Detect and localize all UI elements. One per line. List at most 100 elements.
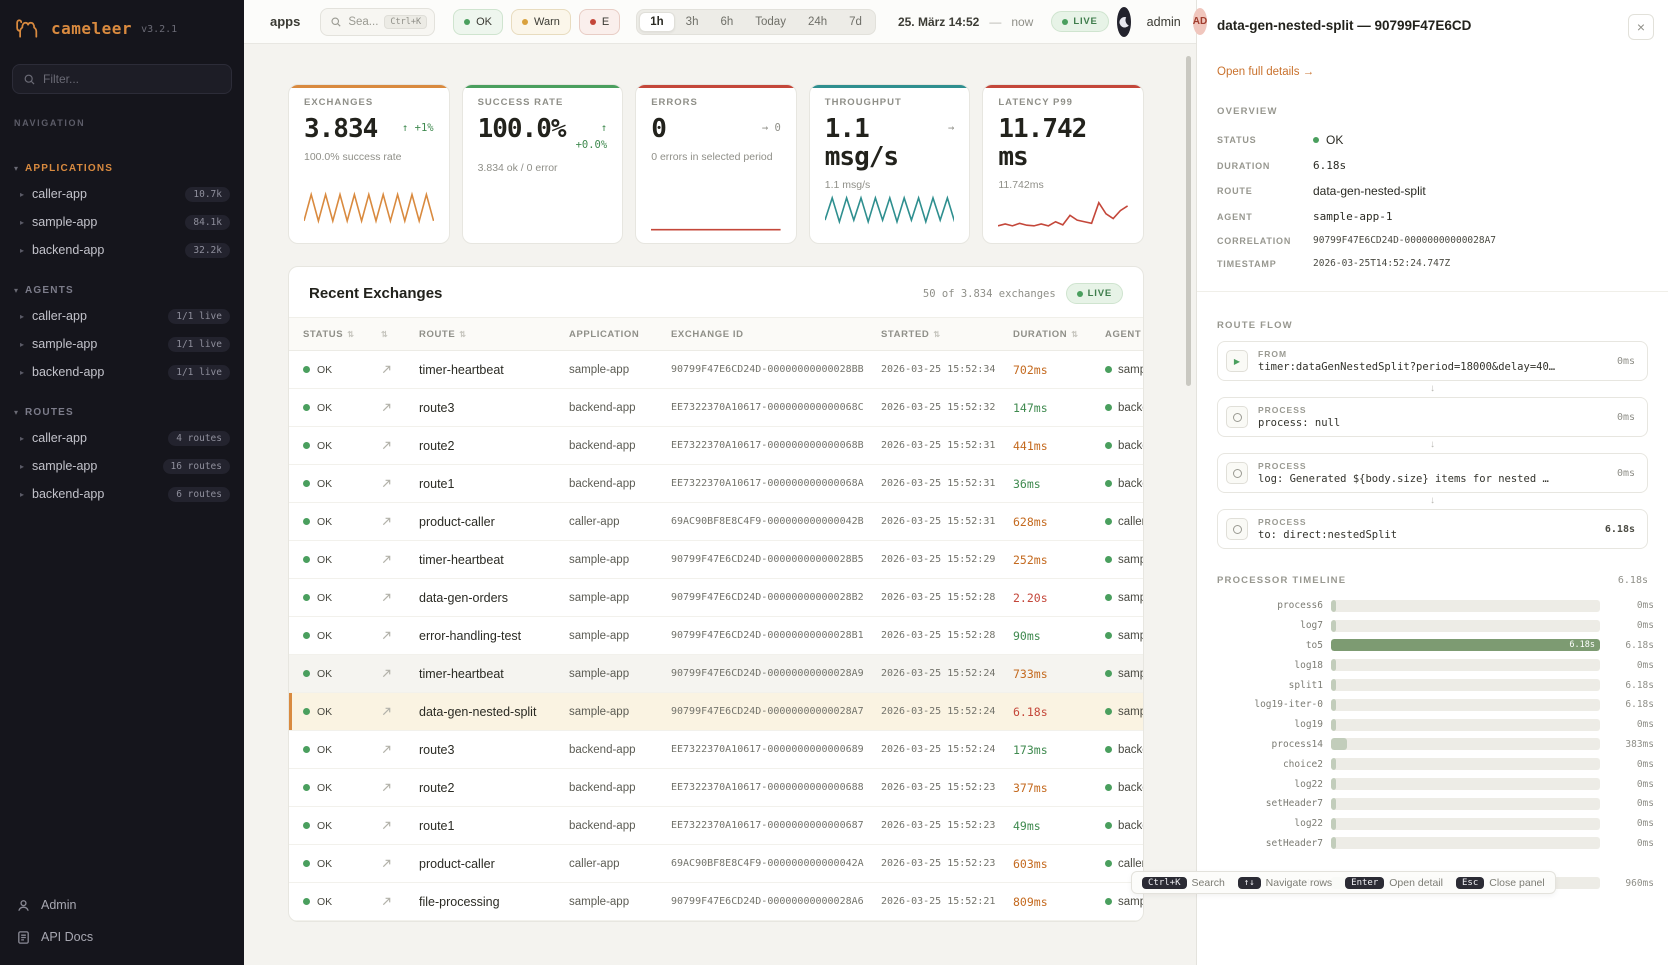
timeline-row[interactable]: setHeader7 0ms (1217, 834, 1654, 854)
open-exchange-button[interactable] (367, 744, 405, 755)
column-header-agent[interactable]: AGENT (1105, 328, 1142, 340)
table-row[interactable]: OK route3 backend-app EE7322370A10617-00… (289, 731, 1143, 769)
timeline-row[interactable]: choice2 0ms (1217, 754, 1654, 774)
column-header-actions[interactable]: ⇅ (367, 330, 405, 339)
open-exchange-button[interactable] (367, 440, 405, 451)
timeline-row[interactable]: setHeader7 0ms (1217, 794, 1654, 814)
open-exchange-button[interactable] (367, 478, 405, 489)
table-row[interactable]: OK product-caller caller-app 69AC90BF8E8… (289, 503, 1143, 541)
filter-input[interactable] (43, 72, 221, 86)
timeline-row[interactable]: log22 0ms (1217, 814, 1654, 834)
open-exchange-button[interactable] (367, 516, 405, 527)
sidebar-item-agent[interactable]: ▸ caller-app 1/1 live (0, 302, 244, 330)
open-exchange-button[interactable] (367, 402, 405, 413)
open-exchange-icon (382, 897, 391, 906)
table-row[interactable]: OK error-handling-test sample-app 90799F… (289, 617, 1143, 655)
timeline-row[interactable]: split1 6.18s (1217, 675, 1654, 695)
timeline-row[interactable]: log22 0ms (1217, 774, 1654, 794)
date-range-start[interactable]: 25. März 14:52 (897, 14, 980, 29)
open-exchange-button[interactable] (367, 592, 405, 603)
agent-status-dot (1105, 784, 1112, 791)
sidebar-item-admin[interactable]: Admin (0, 889, 244, 921)
table-row[interactable]: OK route2 backend-app EE7322370A10617-00… (289, 427, 1143, 465)
table-row[interactable]: OK data-gen-nested-split sample-app 9079… (289, 693, 1143, 731)
section-header-agents[interactable]: ▾ AGENTS (0, 278, 244, 302)
open-exchange-button[interactable] (367, 554, 405, 565)
flow-step-process-3[interactable]: PROCESS to: direct:nestedSplit 6.18s (1217, 509, 1648, 549)
flow-step-process-2[interactable]: PROCESS log: Generated ${body.size} item… (1217, 453, 1648, 493)
date-range-end[interactable]: now (1011, 14, 1034, 29)
sidebar-filter[interactable] (12, 64, 232, 94)
open-exchange-button[interactable] (367, 706, 405, 717)
open-exchange-button[interactable] (367, 630, 405, 641)
table-row[interactable]: OK data-gen-orders sample-app 90799F47E6… (289, 579, 1143, 617)
open-exchange-icon (382, 479, 391, 488)
avatar[interactable]: AD (1192, 8, 1208, 35)
timeline-bar (1331, 679, 1337, 692)
close-panel-button[interactable]: × (1628, 14, 1654, 40)
column-header-started[interactable]: STARTED ⇅ (881, 328, 941, 340)
column-header-route[interactable]: ROUTE ⇅ (419, 328, 467, 340)
section-header-applications[interactable]: ▾ APPLICATIONS (0, 156, 244, 180)
sidebar-item-agent[interactable]: ▸ backend-app 1/1 live (0, 358, 244, 386)
timeline-row[interactable]: process14 383ms (1217, 735, 1654, 755)
table-row[interactable]: OK timer-heartbeat sample-app 90799F47E6… (289, 541, 1143, 579)
timeline-row[interactable]: log19 0ms (1217, 715, 1654, 735)
open-exchange-button[interactable] (367, 896, 405, 907)
table-row[interactable]: OK route2 backend-app EE7322370A10617-00… (289, 769, 1143, 807)
sidebar-item-route[interactable]: ▸ caller-app 4 routes (0, 424, 244, 452)
open-exchange-button[interactable] (367, 668, 405, 679)
timeline-row[interactable]: log7 0ms (1217, 616, 1654, 636)
sidebar-item-application[interactable]: ▸ caller-app 10.7k (0, 180, 244, 208)
timeline-row[interactable]: log19-iter-0 6.18s (1217, 695, 1654, 715)
global-search[interactable]: Sea... Ctrl+K (320, 7, 436, 36)
sidebar-item-route[interactable]: ▸ backend-app 6 routes (0, 480, 244, 508)
row-duration: 603ms (1013, 856, 1048, 871)
section-header-routes[interactable]: ▾ ROUTES (0, 400, 244, 424)
sidebar-item-application[interactable]: ▸ sample-app 84.1k (0, 208, 244, 236)
time-range-button[interactable]: 7d (838, 12, 873, 32)
open-exchange-button[interactable] (367, 820, 405, 831)
flow-step-from[interactable]: ▶ FROM timer:dataGenNestedSplit?period=1… (1217, 341, 1648, 381)
scrollbar-thumb[interactable] (1186, 56, 1191, 386)
time-range-button[interactable]: 6h (709, 12, 744, 32)
table-row[interactable]: OK route1 backend-app EE7322370A10617-00… (289, 465, 1143, 503)
column-header-application[interactable]: APPLICATION (569, 328, 640, 340)
status-filter[interactable]: OK (453, 8, 504, 35)
sidebar-item-label: caller-app (32, 431, 87, 445)
table-row[interactable]: OK timer-heartbeat sample-app 90799F47E6… (289, 351, 1143, 389)
column-header-duration[interactable]: DURATION ⇅ (1013, 328, 1079, 340)
table-row[interactable]: OK timer-heartbeat sample-app 90799F47E6… (289, 655, 1143, 693)
timeline-row[interactable]: to5 6.18s 6.18s (1217, 636, 1654, 656)
sidebar-item-route[interactable]: ▸ sample-app 16 routes (0, 452, 244, 480)
live-toggle[interactable]: LIVE (1051, 11, 1109, 32)
table-row[interactable]: OK route3 backend-app EE7322370A10617-00… (289, 389, 1143, 427)
open-full-details-link[interactable]: Open full details → (1217, 66, 1315, 78)
time-range-button[interactable]: Today (744, 12, 797, 32)
time-range-button[interactable]: 1h (639, 11, 675, 32)
table-row[interactable]: OK product-caller caller-app 69AC90BF8E8… (289, 845, 1143, 883)
dark-mode-toggle[interactable] (1116, 6, 1131, 37)
status-filter[interactable]: Warn (511, 8, 571, 35)
sidebar-item-application[interactable]: ▸ backend-app 32.2k (0, 236, 244, 264)
open-exchange-button[interactable] (367, 782, 405, 793)
column-header-status[interactable]: STATUS ⇅ (303, 328, 355, 340)
row-application: backend-app (569, 743, 636, 756)
time-range-button[interactable]: 24h (797, 12, 838, 32)
from-step-icon: ▶ (1226, 350, 1248, 372)
row-started: 2026-03-25 15:52:21 (881, 896, 996, 907)
open-exchange-button[interactable] (367, 364, 405, 375)
open-exchange-button[interactable] (367, 858, 405, 869)
flow-step-process-1[interactable]: PROCESS process: null 0ms (1217, 397, 1648, 437)
table-row[interactable]: OK file-processing sample-app 90799F47E6… (289, 883, 1143, 921)
column-header-exchange-id[interactable]: EXCHANGE ID (671, 328, 744, 340)
timeline-row[interactable]: process6 0ms (1217, 596, 1654, 616)
brand-version: v3.2.1 (141, 24, 178, 35)
time-range-button[interactable]: 3h (675, 12, 710, 32)
sidebar-item-api-docs[interactable]: API Docs (0, 921, 244, 953)
sidebar-item-agent[interactable]: ▸ sample-app 1/1 live (0, 330, 244, 358)
agent-status-dot (1105, 594, 1112, 601)
timeline-row[interactable]: log18 0ms (1217, 655, 1654, 675)
status-filter[interactable]: E (578, 8, 621, 35)
table-row[interactable]: OK route1 backend-app EE7322370A10617-00… (289, 807, 1143, 845)
